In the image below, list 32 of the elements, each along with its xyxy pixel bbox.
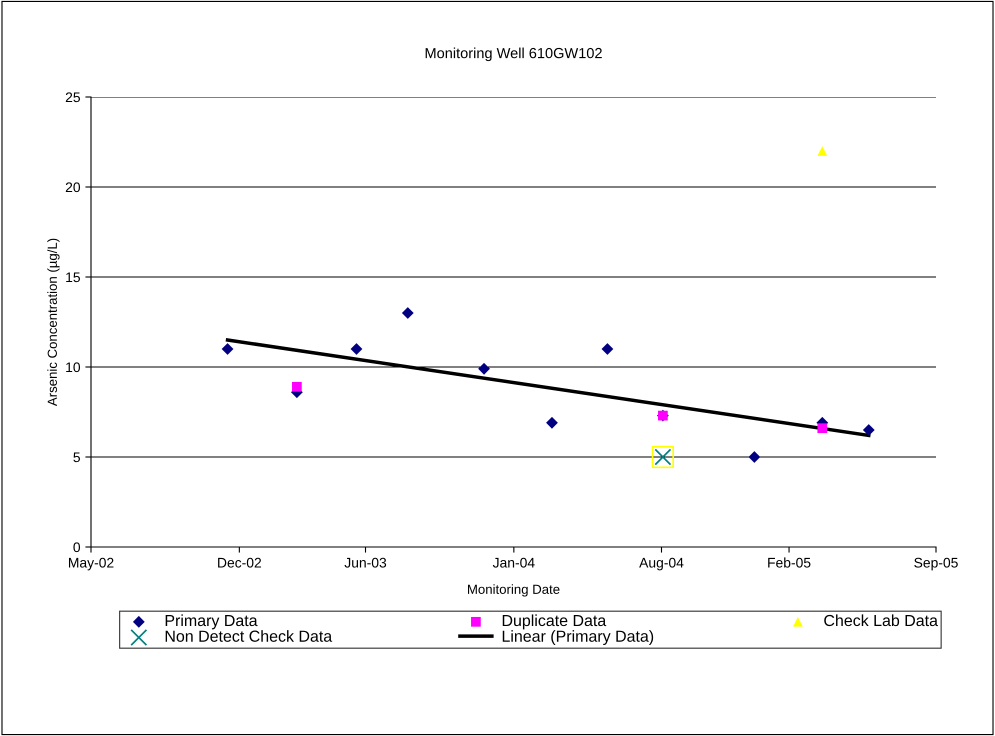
point bbox=[478, 362, 490, 375]
x-tick-label: Jun-03 bbox=[344, 558, 386, 568]
legend-label: Non Detect Check Data bbox=[166, 630, 332, 642]
y-tick-label: 20 bbox=[66, 182, 80, 192]
legend-label: Check Lab Data bbox=[824, 614, 938, 626]
x-tick-label: Jan-04 bbox=[492, 558, 535, 568]
y-tick-label: 25 bbox=[66, 92, 80, 102]
point bbox=[748, 451, 760, 463]
x-tick-label: Dec-02 bbox=[218, 558, 262, 568]
x-tick-label: Sep-05 bbox=[914, 558, 958, 570]
point bbox=[546, 416, 558, 429]
point bbox=[817, 423, 828, 434]
chart-title: Monitoring Well 610GW102 bbox=[426, 48, 602, 62]
y-axis-title: Arsenic Concentration (µg/L) bbox=[47, 238, 60, 406]
legend-label: Primary Data bbox=[166, 614, 258, 630]
point bbox=[817, 146, 828, 156]
point bbox=[292, 382, 302, 392]
point bbox=[350, 343, 362, 355]
y-tick-label: 10 bbox=[66, 362, 80, 372]
x-tick-label: Aug-04 bbox=[639, 558, 684, 570]
y-tick-label: 5 bbox=[73, 452, 80, 462]
x-tick-label: Feb-05 bbox=[768, 557, 810, 568]
legend-label: Duplicate Data bbox=[502, 614, 606, 630]
x-tick-label: May-02 bbox=[68, 558, 114, 570]
y-tick-label: 0 bbox=[73, 542, 80, 552]
point bbox=[402, 307, 414, 319]
point bbox=[222, 343, 234, 355]
y-tick-label: 15 bbox=[66, 272, 80, 282]
point bbox=[862, 424, 875, 436]
point bbox=[602, 343, 614, 355]
legend-label: Linear (Primary Data) bbox=[502, 630, 654, 646]
x-axis-title: Monitoring Date bbox=[468, 584, 560, 597]
